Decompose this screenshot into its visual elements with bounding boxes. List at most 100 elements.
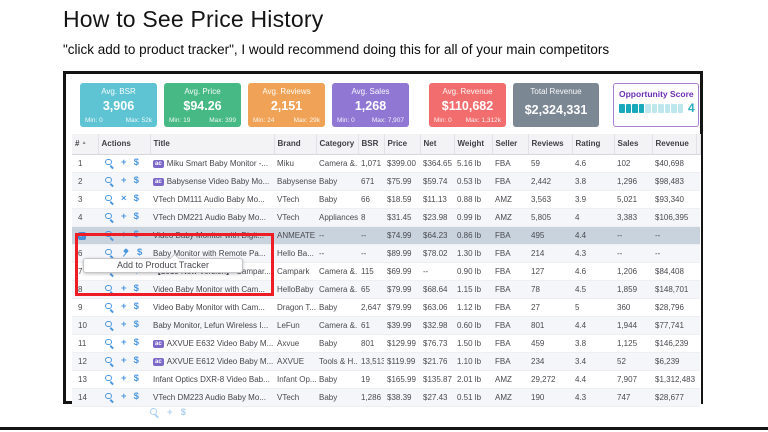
cell-price: $79.99 (384, 280, 420, 299)
cell-revenue: -- (652, 244, 696, 263)
add-to-tracker-icon[interactable]: + (121, 211, 127, 222)
search-icon[interactable] (105, 284, 114, 294)
cell-title[interactable]: ac AXVUE E632 Video Baby M... (150, 334, 274, 353)
cell-rating: 4.5 (572, 280, 614, 299)
cell-seller: FBA (492, 154, 528, 173)
cell-revenue: -- (652, 226, 696, 245)
cell-title[interactable]: Video Baby Monitor with Digit... (150, 226, 274, 245)
add-to-tracker-icon[interactable]: + (121, 319, 127, 330)
search-icon[interactable] (105, 212, 114, 222)
opportunity-score-card: Opportunity Score 4 (613, 83, 699, 127)
fees-icon[interactable]: $ (133, 157, 139, 168)
cell-net: $11.13 (420, 190, 454, 209)
add-to-tracker-icon[interactable]: + (121, 175, 127, 186)
cell-title[interactable]: Baby Monitor, Lefun Wireless I... (150, 316, 274, 335)
search-icon[interactable] (105, 356, 114, 366)
table-row[interactable]: ✓ + $ Video Baby Monitor with Digit... ANMEA… (72, 226, 700, 245)
cell-title[interactable]: ac Babysense Video Baby Mo... (150, 172, 274, 191)
fees-icon[interactable]: $ (133, 193, 139, 204)
add-to-tracker-icon[interactable]: + (121, 373, 127, 384)
table-row[interactable]: 9 + $ Video Baby Monitor with Cam... Dragon … (72, 298, 700, 317)
add-to-tracker-icon[interactable]: + (121, 355, 127, 366)
search-icon[interactable] (105, 176, 114, 186)
cell-net: $68.64 (420, 280, 454, 299)
column-header-rating[interactable]: Rating (572, 134, 615, 155)
fees-icon[interactable]: $ (137, 247, 143, 258)
table-row[interactable]: 14 + $ VTech DM223 Audio Baby Mo... VTech Bab… (72, 388, 700, 407)
add-to-tracker-icon[interactable]: + (121, 337, 127, 348)
cell-title[interactable]: VTech DM111 Audio Baby Mo... (150, 190, 274, 209)
table-row[interactable]: 10 + $ Baby Monitor, Lefun Wireless I... LeF… (72, 316, 700, 335)
column-header-revenue[interactable]: Revenue (652, 134, 697, 155)
cell-weight: 1.15 lb (454, 280, 492, 299)
fees-icon[interactable]: $ (133, 283, 139, 294)
fees-icon[interactable]: $ (133, 373, 139, 384)
fees-icon[interactable]: $ (133, 301, 139, 312)
search-icon[interactable] (105, 320, 114, 330)
column-header-[interactable]: # ▲ (72, 134, 99, 155)
column-header-net[interactable]: Net (420, 134, 455, 155)
add-to-tracker-icon[interactable]: + (121, 157, 127, 168)
fees-icon[interactable]: $ (133, 391, 139, 402)
column-header-bsr[interactable]: BSR (358, 134, 385, 155)
fees-icon[interactable]: $ (133, 211, 139, 222)
column-header-seller[interactable]: Seller (492, 134, 529, 155)
remove-from-tracker-icon[interactable]: × (121, 193, 127, 204)
cell-brand: Infant Op... (274, 370, 316, 389)
stat-card-avg-bsr: Avg. BSR 3,906 Min: 0 Max: 52k (80, 83, 157, 127)
fees-icon[interactable]: $ (133, 319, 139, 330)
cell-category: Baby (316, 190, 358, 209)
search-icon[interactable] (105, 248, 114, 258)
search-icon[interactable] (105, 338, 114, 348)
add-to-tracker-icon[interactable]: + (121, 283, 127, 294)
fees-icon[interactable]: $ (133, 355, 139, 366)
table-row[interactable]: 3 × $ VTech DM111 Audio Baby Mo... VTech Baby… (72, 190, 700, 209)
table-row[interactable]: 2 + $ ac Babysense Video Baby Mo... Babysense… (72, 172, 700, 191)
cell-actions: +$ (98, 208, 150, 227)
cell-title[interactable]: Baby Monitor with Remote Pa... (150, 244, 274, 263)
column-header-weight[interactable]: Weight (454, 134, 493, 155)
column-header-title[interactable]: Title (150, 134, 275, 155)
column-header-reviews[interactable]: Reviews (528, 134, 573, 155)
pin-tracker-icon[interactable] (121, 249, 130, 258)
cell-title[interactable]: VTech DM221 Audio Baby Mo... (150, 208, 274, 227)
row-checkbox[interactable]: ✓ (78, 232, 86, 240)
add-to-tracker-icon[interactable]: + (121, 301, 127, 312)
table-row[interactable]: 12 + $ ac AXVUE E612 Video Baby M... AXVUE Too… (72, 352, 700, 371)
fees-icon[interactable]: $ (133, 337, 139, 348)
column-header-brand[interactable]: Brand (274, 134, 317, 155)
table-row[interactable]: 1 + $ ac Miku Smart Baby Monitor -... Miku Cam… (72, 154, 700, 173)
column-header-price[interactable]: Price (384, 134, 421, 155)
fees-icon[interactable]: $ (133, 229, 139, 240)
cell-title[interactable]: Video Baby Monitor with Cam... (150, 298, 274, 317)
cell-seller: FBA (492, 172, 528, 191)
cell-partial (696, 280, 700, 299)
column-header-actions[interactable]: Actions (98, 134, 151, 155)
search-icon[interactable] (105, 230, 114, 240)
search-icon[interactable] (105, 158, 114, 168)
cell-title[interactable]: Infant Optics DXR-8 Video Bab... (150, 370, 274, 389)
search-icon[interactable] (105, 302, 114, 312)
add-to-tracker-icon[interactable]: + (121, 229, 127, 240)
cell-brand: Miku (274, 154, 316, 173)
column-header-category[interactable]: Category (316, 134, 359, 155)
add-to-tracker-icon[interactable]: + (121, 391, 127, 402)
search-icon[interactable] (105, 194, 114, 204)
cell-title[interactable]: Video Baby Monitor with Cam... (150, 280, 274, 299)
search-icon[interactable] (105, 374, 114, 384)
fees-icon[interactable]: $ (133, 175, 139, 186)
table-row[interactable]: 4 + $ VTech DM221 Audio Baby Mo... VTech Appl… (72, 208, 700, 227)
cell-category: -- (316, 244, 358, 263)
cell-actions: +$ (98, 352, 150, 371)
cell-title[interactable]: VTech DM223 Audio Baby Mo... (150, 388, 274, 407)
column-header-sales[interactable]: Sales (614, 134, 653, 155)
cell-title[interactable]: ac Miku Smart Baby Monitor -... (150, 154, 274, 173)
table-row[interactable]: 13 + $ Infant Optics DXR-8 Video Bab... Infa… (72, 370, 700, 389)
table-row[interactable]: 11 + $ ac AXVUE E632 Video Baby M... Axvue Bab… (72, 334, 700, 353)
search-icon[interactable] (105, 392, 114, 402)
cell-price: $39.99 (384, 316, 420, 335)
cell-rating: 4.4 (572, 370, 614, 389)
cell-title[interactable]: ac AXVUE E612 Video Baby M... (150, 352, 274, 371)
cell-num: 4 (72, 208, 98, 227)
table-row[interactable]: 8 + $ Video Baby Monitor with Cam... HelloBa… (72, 280, 700, 299)
